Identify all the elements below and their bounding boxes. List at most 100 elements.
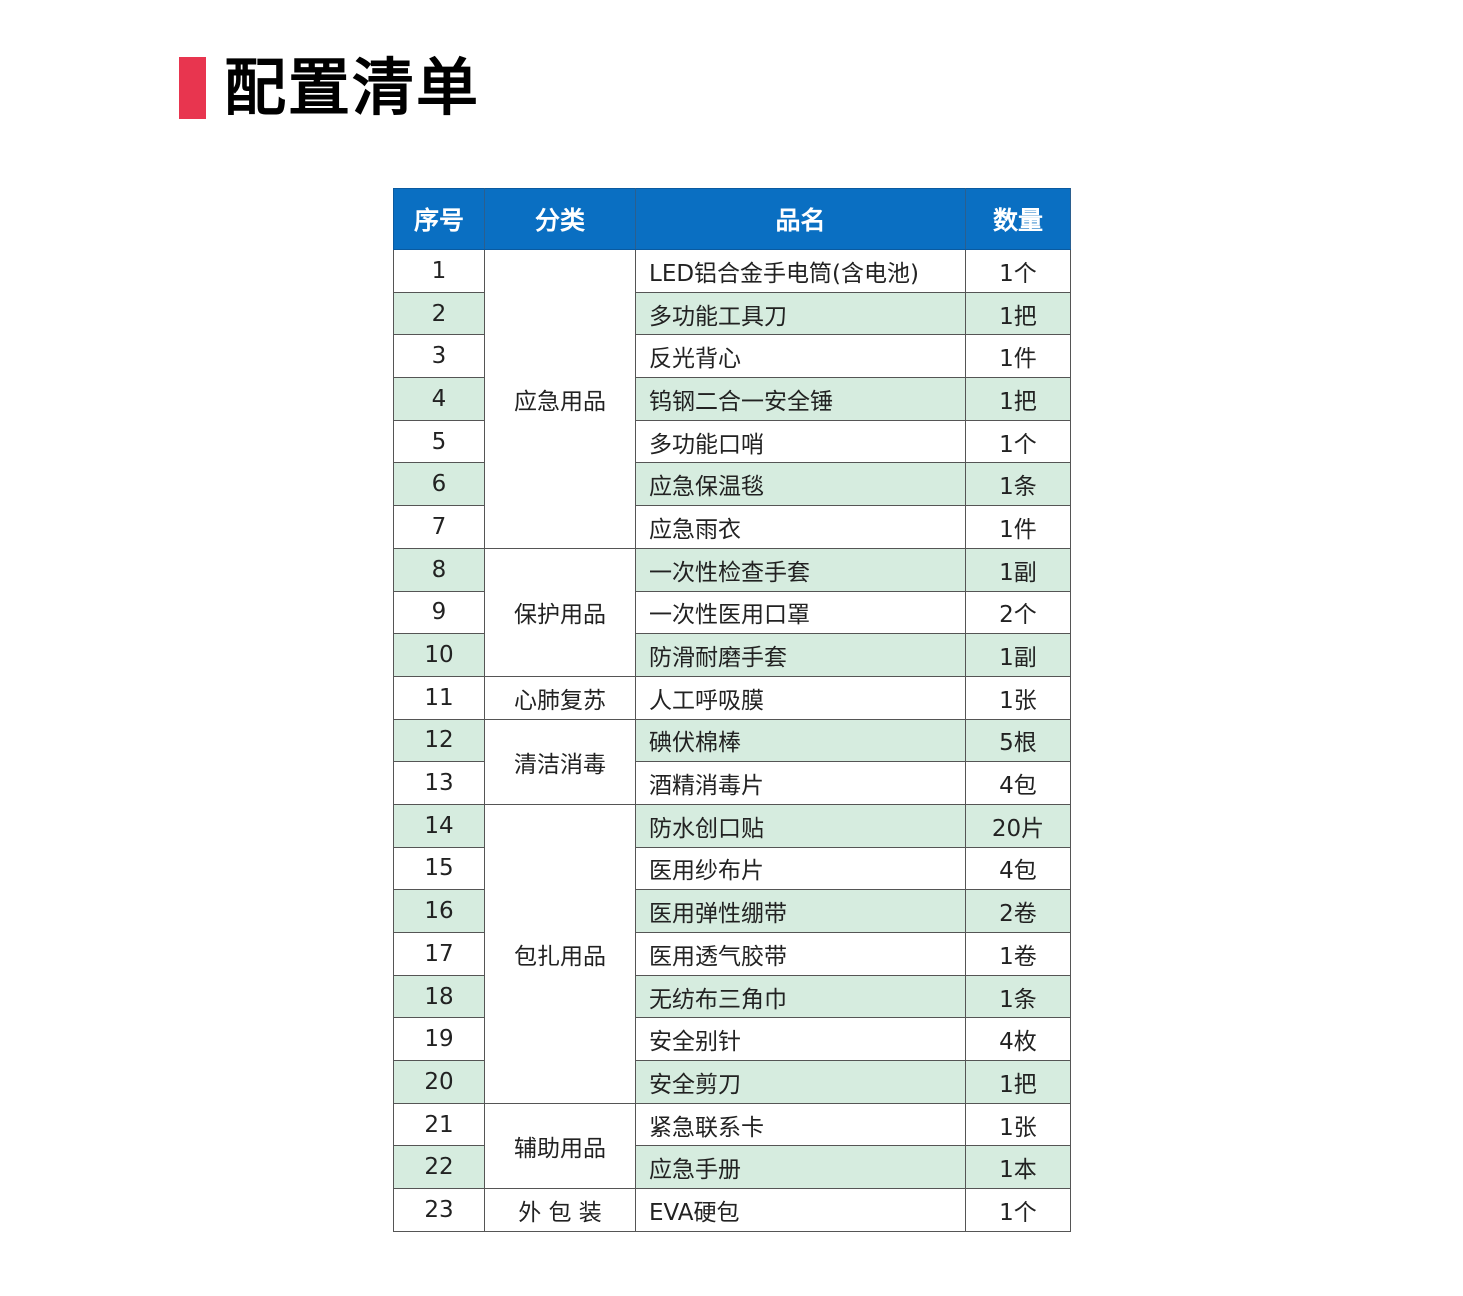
cell-qty: 1卷 [965, 932, 1071, 976]
table-row: 23 外 包 装 EVA硬包 1个 [393, 1188, 1071, 1232]
cell-qty: 1个 [965, 419, 1071, 464]
table-row: 3 反光背心 1件 [393, 334, 1071, 379]
cell-item-name: 碘伏棉棒 [635, 718, 966, 763]
cell-qty: 4包 [965, 846, 1071, 891]
cell-category: 包扎用品 [484, 803, 636, 1104]
config-list-table: 序号 分类 品名 数量 1 应急用品 LED铝合金手电筒(含电池) 1个 2 多功能工具刀… [393, 188, 1071, 1232]
cell-no: 6 [393, 462, 485, 507]
table-row: 15 医用纱布片 4包 [393, 846, 1071, 891]
cell-qty: 1把 [965, 1060, 1071, 1104]
table-row: 13 酒精消毒片 4包 [393, 761, 1071, 805]
header-no: 序号 [393, 188, 485, 250]
cell-category: 保护用品 [484, 547, 636, 677]
cell-item-name: EVA硬包 [635, 1188, 966, 1232]
cell-item-name: 反光背心 [635, 334, 966, 379]
table-row: 1 应急用品 LED铝合金手电筒(含电池) 1个 [393, 249, 1071, 549]
cell-item-name: 应急雨衣 [635, 505, 966, 549]
cell-no: 17 [393, 932, 485, 976]
cell-no: 20 [393, 1060, 485, 1104]
table-row: 7 应急雨衣 1件 [393, 505, 1071, 549]
cell-no: 19 [393, 1017, 485, 1062]
table-row: 19 安全别针 4枚 [393, 1017, 1071, 1062]
cell-qty: 1个 [965, 249, 1071, 293]
cell-no: 2 [393, 291, 485, 336]
cell-qty: 5根 [965, 718, 1071, 763]
cell-item-name: 钨钢二合一安全锤 [635, 377, 966, 421]
cell-no: 16 [393, 889, 485, 933]
cell-item-name: 人工呼吸膜 [635, 675, 966, 720]
cell-category: 心肺复苏 [484, 675, 636, 720]
cell-qty: 1把 [965, 291, 1071, 336]
cell-item-name: 安全剪刀 [635, 1060, 966, 1104]
table-header-row: 序号 分类 品名 数量 [393, 188, 1071, 250]
cell-no: 1 [393, 249, 485, 293]
cell-item-name: 酒精消毒片 [635, 761, 966, 805]
cell-no: 13 [393, 761, 485, 805]
cell-category: 应急用品 [484, 249, 636, 549]
table-row: 5 多功能口哨 1个 [393, 419, 1071, 464]
cell-category: 外 包 装 [484, 1188, 636, 1232]
cell-no: 3 [393, 334, 485, 379]
header-qty: 数量 [965, 188, 1071, 250]
table-row: 21 辅助用品 紧急联系卡 1张 [393, 1102, 1071, 1190]
table-row: 16 医用弹性绷带 2卷 [393, 889, 1071, 933]
table-row: 12 清洁消毒 碘伏棉棒 5根 [393, 718, 1071, 805]
cell-no: 12 [393, 718, 485, 763]
cell-no: 21 [393, 1102, 485, 1147]
header-name: 品名 [635, 188, 966, 250]
cell-qty: 2卷 [965, 889, 1071, 933]
cell-no: 4 [393, 377, 485, 421]
cell-item-name: 医用纱布片 [635, 846, 966, 891]
cell-qty: 4包 [965, 761, 1071, 805]
cell-item-name: 紧急联系卡 [635, 1102, 966, 1147]
table-row: 6 应急保温毯 1条 [393, 462, 1071, 507]
cell-item-name: 防水创口贴 [635, 803, 966, 848]
cell-item-name: 一次性医用口罩 [635, 590, 966, 635]
cell-qty: 1件 [965, 334, 1071, 379]
cell-category: 清洁消毒 [484, 718, 636, 805]
cell-qty: 1把 [965, 377, 1071, 421]
cell-item-name: 医用透气胶带 [635, 932, 966, 976]
cell-qty: 1件 [965, 505, 1071, 549]
cell-qty: 1张 [965, 675, 1071, 720]
header-category: 分类 [484, 188, 636, 250]
cell-category: 辅助用品 [484, 1102, 636, 1190]
table-row: 22 应急手册 1本 [393, 1145, 1071, 1190]
cell-item-name: 无纺布三角巾 [635, 974, 966, 1019]
cell-no: 8 [393, 547, 485, 592]
cell-no: 10 [393, 633, 485, 677]
cell-no: 11 [393, 675, 485, 720]
cell-no: 5 [393, 419, 485, 464]
cell-no: 15 [393, 846, 485, 891]
cell-qty: 1张 [965, 1102, 1071, 1147]
cell-item-name: 防滑耐磨手套 [635, 633, 966, 677]
table-row: 14 包扎用品 防水创口贴 20片 [393, 803, 1071, 1104]
cell-item-name: 多功能工具刀 [635, 291, 966, 336]
table-row: 2 多功能工具刀 1把 [393, 291, 1071, 336]
cell-item-name: 安全别针 [635, 1017, 966, 1062]
table-row: 10 防滑耐磨手套 1副 [393, 633, 1071, 677]
cell-no: 23 [393, 1188, 485, 1232]
table-row: 9 一次性医用口罩 2个 [393, 590, 1071, 635]
cell-qty: 4枚 [965, 1017, 1071, 1062]
cell-no: 9 [393, 590, 485, 635]
cell-qty: 1副 [965, 547, 1071, 592]
cell-qty: 1条 [965, 974, 1071, 1019]
cell-item-name: 多功能口哨 [635, 419, 966, 464]
title-accent-bar [179, 57, 206, 119]
cell-qty: 20片 [965, 803, 1071, 848]
cell-qty: 1个 [965, 1188, 1071, 1232]
cell-qty: 2个 [965, 590, 1071, 635]
cell-qty: 1条 [965, 462, 1071, 507]
cell-item-name: LED铝合金手电筒(含电池) [635, 249, 966, 293]
cell-no: 22 [393, 1145, 485, 1190]
cell-no: 14 [393, 803, 485, 848]
cell-item-name: 应急手册 [635, 1145, 966, 1190]
cell-item-name: 应急保温毯 [635, 462, 966, 507]
cell-item-name: 一次性检查手套 [635, 547, 966, 592]
cell-no: 18 [393, 974, 485, 1019]
table-row: 11 心肺复苏 人工呼吸膜 1张 [393, 675, 1071, 720]
cell-qty: 1本 [965, 1145, 1071, 1190]
table-row: 8 保护用品 一次性检查手套 1副 [393, 547, 1071, 677]
cell-qty: 1副 [965, 633, 1071, 677]
